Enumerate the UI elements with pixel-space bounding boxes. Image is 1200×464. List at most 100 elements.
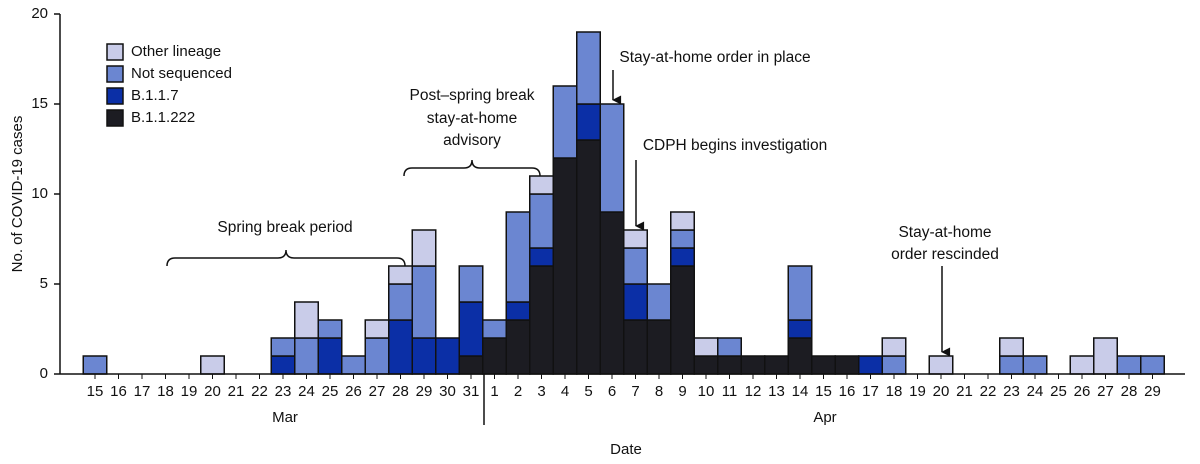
bar-segment — [529, 175, 554, 195]
bar-segment — [552, 157, 578, 375]
bar-segment — [529, 193, 554, 249]
x-tick-label: 20 — [933, 383, 950, 400]
bars — [82, 31, 1165, 375]
bar-segment — [270, 337, 296, 357]
x-tick-label: 28 — [392, 383, 409, 400]
x-tick-label: 1 — [490, 383, 498, 400]
legend-label: Not sequenced — [131, 65, 232, 82]
bar-segment — [364, 319, 390, 339]
bar-segment — [693, 337, 719, 357]
bar-segment — [1140, 355, 1165, 375]
x-tick-label: 16 — [839, 383, 856, 400]
bar-segment — [458, 355, 484, 375]
x-tick-label: 6 — [608, 383, 616, 400]
bar-segment — [505, 211, 531, 303]
bar-segment — [505, 319, 531, 375]
bar-segment — [811, 355, 836, 375]
legend-label: B.1.1.222 — [131, 109, 195, 126]
bar-segment — [740, 355, 766, 375]
x-tick-label: 15 — [815, 383, 832, 400]
y-tick-label: 15 — [31, 95, 48, 112]
bar-segment — [505, 301, 531, 321]
bar-segment — [787, 265, 813, 321]
x-tick-label: 16 — [110, 383, 127, 400]
bar-segment — [435, 337, 460, 375]
annotation: Post–spring break — [410, 87, 535, 104]
x-tick-label: 22 — [980, 383, 997, 400]
x-tick-label: 5 — [584, 383, 592, 400]
bar-segment — [482, 337, 507, 375]
bar-segment — [552, 85, 578, 159]
bar-segment — [599, 211, 625, 375]
bar-segment — [294, 337, 319, 375]
bar-segment — [623, 247, 648, 285]
x-tick-label: 24 — [1027, 383, 1044, 400]
x-tick-label: 12 — [745, 383, 762, 400]
x-tick-label: 27 — [1097, 383, 1114, 400]
bar-segment — [411, 265, 437, 339]
x-tick-label: 17 — [862, 383, 879, 400]
bar-segment — [388, 265, 413, 285]
bar-segment — [576, 31, 601, 105]
bar-segment — [623, 229, 648, 249]
x-tick-label: 26 — [345, 383, 362, 400]
bar-segment — [670, 265, 695, 375]
bar-segment — [411, 229, 437, 267]
x-tick-label: 20 — [204, 383, 221, 400]
bar-segment — [1116, 355, 1142, 375]
x-tick-label: 25 — [1050, 383, 1067, 400]
bar-segment — [999, 337, 1024, 357]
bar-segment — [693, 355, 719, 375]
bar-segment — [341, 355, 366, 375]
y-tick-label: 10 — [31, 185, 48, 202]
legend-label: Other lineage — [131, 43, 221, 60]
bar-segment — [458, 265, 484, 303]
legend-swatch — [106, 87, 124, 105]
annotation: Spring break period — [217, 219, 352, 236]
bar-segment — [388, 283, 413, 321]
bar-segment — [388, 319, 413, 375]
brace — [166, 249, 406, 267]
x-tick-label: 19 — [181, 383, 198, 400]
bar-segment — [881, 355, 907, 375]
annotation: Stay-at-home order in place — [619, 49, 810, 66]
legend-swatch — [106, 43, 124, 61]
annotation: order rescinded — [891, 246, 999, 263]
bar-segment — [999, 355, 1024, 375]
bar-segment — [364, 337, 390, 375]
x-tick-label: 26 — [1074, 383, 1091, 400]
annotation: Stay-at-home — [898, 224, 991, 241]
bar-segment — [787, 319, 813, 339]
bar-segment — [646, 283, 672, 321]
bar-segment — [881, 337, 907, 357]
x-tick-label: 3 — [537, 383, 545, 400]
x-group-label: Mar — [272, 409, 298, 426]
x-tick-label: 8 — [655, 383, 663, 400]
x-tick-label: 19 — [909, 383, 926, 400]
x-tick-label: 21 — [228, 383, 245, 400]
bar-segment — [764, 355, 789, 375]
x-tick-label: 25 — [322, 383, 339, 400]
x-tick-label: 23 — [1003, 383, 1020, 400]
x-tick-label: 14 — [792, 383, 809, 400]
y-axis-title: No. of COVID-19 cases — [9, 116, 26, 273]
x-tick-label: 11 — [722, 383, 738, 400]
bar-segment — [623, 283, 648, 321]
bar-segment — [646, 319, 672, 375]
annotation: advisory — [443, 132, 501, 149]
bar-segment — [670, 211, 695, 231]
y-tick-label: 0 — [40, 365, 48, 382]
x-tick-label: 29 — [1144, 383, 1161, 400]
x-tick-label: 18 — [886, 383, 903, 400]
annotation: stay-at-home — [427, 110, 517, 127]
bar-segment — [1069, 355, 1095, 375]
bar-segment — [270, 355, 296, 375]
bar-segment — [670, 229, 695, 249]
bar-segment — [529, 247, 554, 267]
x-tick-label: 24 — [298, 383, 315, 400]
y-tick-label: 5 — [40, 275, 48, 292]
bar-segment — [670, 247, 695, 267]
legend-swatch — [106, 65, 124, 83]
bar-segment — [317, 319, 343, 339]
